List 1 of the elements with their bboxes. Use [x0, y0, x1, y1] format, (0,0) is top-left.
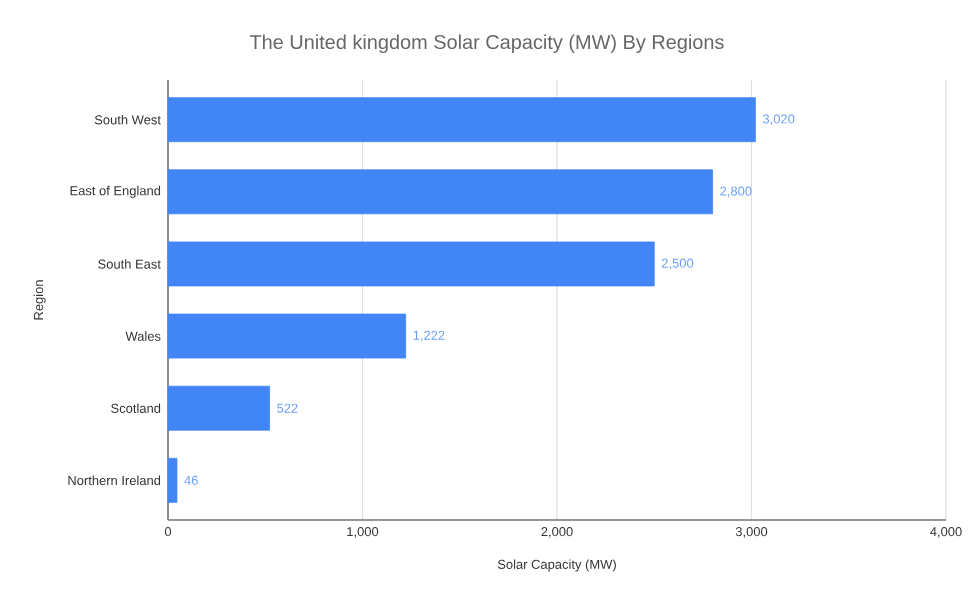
chart-title: The United kingdom Solar Capacity (MW) By Regions — [249, 34, 724, 54]
